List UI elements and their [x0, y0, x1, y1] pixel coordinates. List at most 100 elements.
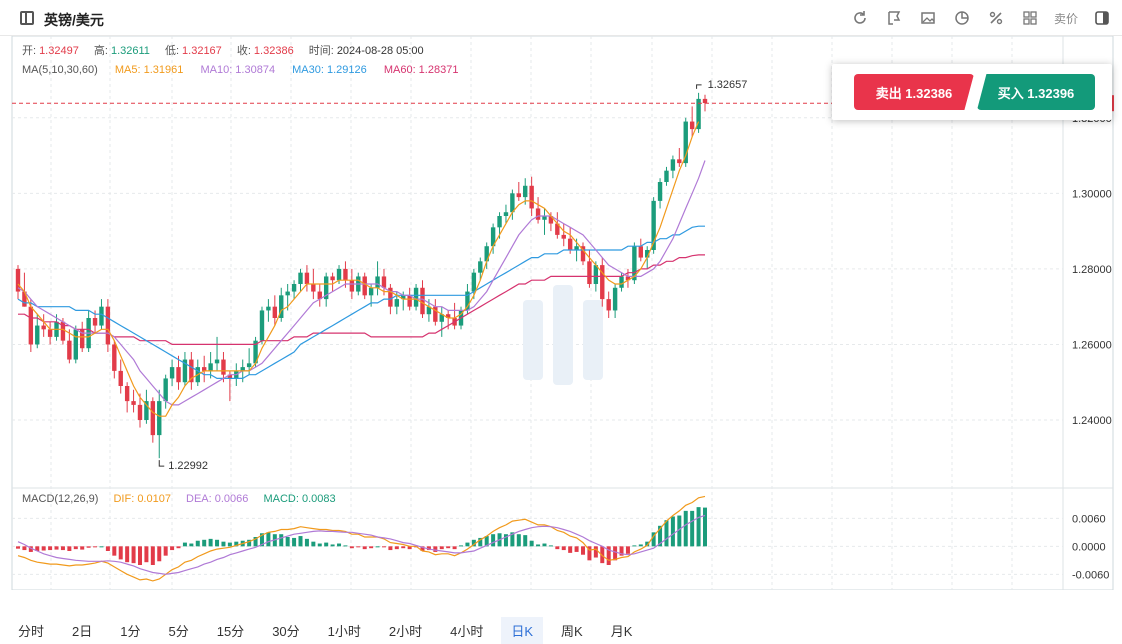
period-tab[interactable]: 2小时	[388, 623, 423, 639]
period-tab[interactable]: 2日	[72, 623, 93, 639]
candle-body	[330, 276, 335, 281]
pie-icon[interactable]	[952, 8, 972, 28]
candle-body	[632, 246, 637, 281]
macd-bar	[247, 539, 252, 547]
candle-body	[15, 268, 21, 292]
macd-bar	[311, 541, 316, 547]
macd-bar	[163, 546, 168, 556]
candle-body	[208, 363, 213, 371]
candle-body	[555, 223, 560, 235]
candle-body	[407, 295, 412, 307]
macd-bar	[670, 516, 675, 547]
macd-bar	[426, 546, 431, 551]
macd-bar	[285, 537, 290, 547]
macd-bar	[356, 546, 361, 548]
period-tab[interactable]: 4小时	[450, 623, 484, 639]
panel-toggle-icon[interactable]	[20, 11, 34, 25]
macd-bar	[298, 536, 303, 547]
candle-body	[163, 378, 168, 402]
candle-body	[523, 185, 528, 198]
candle-body	[381, 276, 387, 288]
macd-bar	[407, 546, 412, 550]
macd-bar	[593, 546, 598, 558]
price-chart[interactable]: 1.320001.300001.280001.260001.240000.006…	[0, 36, 1122, 590]
candle-body	[664, 170, 669, 182]
candle-body	[291, 284, 297, 292]
candle-body	[201, 367, 207, 371]
macd-bar	[536, 544, 541, 547]
refresh-icon[interactable]	[850, 8, 870, 28]
macd-bar	[195, 540, 200, 547]
grid-icon[interactable]	[1020, 8, 1040, 28]
macd-bar	[157, 546, 162, 562]
ma10-line	[17, 160, 706, 406]
macd-bar	[253, 537, 258, 547]
period-tab[interactable]: 5分	[168, 623, 189, 639]
macd-bar	[568, 546, 573, 553]
candle-body	[426, 306, 432, 315]
candle-body	[600, 265, 605, 300]
macd-bar	[35, 546, 40, 551]
low-marker	[158, 460, 165, 467]
macd-bar	[658, 525, 663, 547]
sidebar-icon[interactable]	[1092, 8, 1112, 28]
candle-body	[516, 193, 522, 198]
candle-body	[105, 306, 111, 345]
period-tab[interactable]: 月K	[610, 623, 633, 639]
candle-body	[298, 272, 303, 284]
sell-button[interactable]: 卖出 1.32386	[854, 74, 974, 110]
candle-body	[28, 306, 34, 345]
period-tab[interactable]: 30分	[272, 623, 300, 639]
macd-bar	[677, 515, 682, 547]
macd-bar	[28, 546, 33, 552]
buy-button[interactable]: 买入 1.32396	[977, 74, 1095, 110]
macd-bar	[125, 546, 130, 563]
price-axis-label: 1.24000	[1072, 415, 1112, 427]
ma5-value: MA5: 1.31961	[114, 64, 184, 76]
period-tab[interactable]: 日K	[501, 616, 544, 644]
macd-bar	[234, 541, 239, 547]
macd-bar	[317, 543, 322, 547]
macd-bar	[337, 543, 342, 547]
candle-body	[580, 246, 586, 262]
chart-frame	[11, 36, 1114, 590]
macd-bar	[259, 533, 264, 547]
macd-bar	[221, 541, 226, 547]
watermark-bar	[523, 300, 543, 380]
candle-body	[542, 216, 547, 220]
macd-bar	[446, 546, 451, 549]
macd-bar	[484, 536, 489, 547]
period-tab[interactable]: 周K	[561, 623, 583, 639]
candle-body	[22, 291, 27, 307]
ohlc-readout: 开: 1.32497 高: 1.32611 低: 1.32167 收: 1.32386 …	[22, 42, 427, 58]
candle-body	[677, 159, 682, 164]
period-tab[interactable]: 分时	[18, 623, 45, 639]
candle-body	[535, 208, 541, 220]
period-tab[interactable]: 15分	[216, 623, 245, 639]
macd-bar	[529, 540, 534, 547]
candle-body	[176, 367, 181, 383]
macd-bar	[67, 546, 72, 551]
macd-bar	[80, 546, 85, 550]
candle-body	[41, 325, 46, 330]
period-tab[interactable]: 1分	[120, 623, 141, 639]
candle-body	[189, 359, 194, 383]
candle-body	[285, 291, 290, 296]
macd-bar	[619, 546, 624, 556]
period-tab[interactable]: 1小时	[327, 623, 361, 639]
candle-body	[131, 401, 136, 405]
open-value: 1.32497	[39, 45, 79, 57]
candle-body	[439, 314, 444, 322]
candle-body	[272, 306, 278, 318]
image-icon[interactable]	[918, 8, 938, 28]
macd-bar	[137, 546, 142, 565]
candle-body	[619, 276, 624, 288]
draw-icon[interactable]	[884, 8, 904, 28]
macd-bar	[645, 541, 650, 547]
low-label: 低:	[164, 45, 180, 57]
macd-bar	[632, 545, 637, 547]
macd-bar	[452, 546, 457, 550]
sell-price-toggle[interactable]: 卖价	[1053, 11, 1078, 26]
candle-body	[638, 246, 643, 258]
percent-icon[interactable]	[986, 8, 1006, 28]
